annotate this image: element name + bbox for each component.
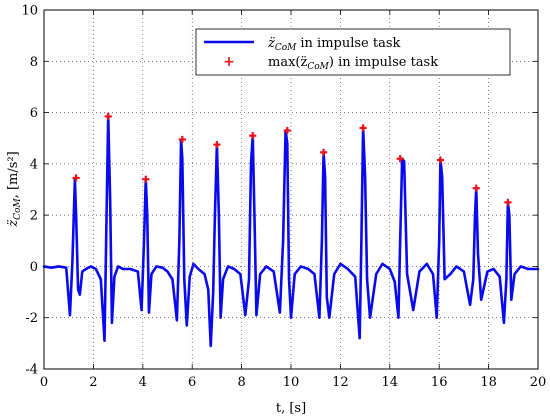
max-marker [320, 148, 328, 156]
x-tick-label: 10 [283, 375, 300, 390]
legend-entry-line: z̈CoM in impulse task [267, 36, 401, 53]
y-tick-label: 6 [30, 106, 38, 121]
plot-frame [43, 9, 539, 370]
legend-entry-line-rest: in impulse task [300, 36, 400, 51]
y-axis-label-unit: , [m/s²] [6, 151, 21, 198]
x-tick-label: 18 [480, 375, 497, 390]
max-marker [178, 135, 186, 144]
x-tick-label: 6 [188, 375, 196, 390]
legend-box [195, 28, 511, 76]
max-marker [359, 124, 367, 132]
max-marker [472, 184, 480, 192]
series-line-group [42, 115, 540, 348]
legend-entry-marker-rest: ) in impulse task [329, 55, 438, 70]
x-tick-label: 4 [139, 375, 147, 390]
y-tick-label: 0 [30, 260, 38, 275]
legend: z̈CoM in impulse task + max(z̈CoM) in imp… [195, 28, 511, 76]
series-line [42, 115, 540, 348]
legend-entry-line-main: z̈ [267, 36, 275, 51]
max-marker [213, 141, 221, 149]
x-tick-label: 14 [382, 375, 399, 390]
max-marker [436, 156, 445, 164]
x-tick-label: 0 [40, 375, 48, 390]
max-marker [72, 174, 80, 182]
max-marker [249, 132, 257, 140]
legend-entry-line-sub: CoM [275, 43, 297, 53]
series-marker-group [72, 112, 512, 206]
x-tick-label: 2 [89, 375, 97, 390]
y-axis-label-main: z̈ [6, 219, 21, 227]
max-marker [283, 126, 291, 135]
legend-entry-marker-main: max(z̈ [268, 55, 307, 70]
max-marker [142, 175, 150, 183]
x-tick-label: 20 [530, 375, 547, 390]
y-tick-label: -2 [25, 311, 38, 326]
max-marker [104, 112, 112, 121]
x-tick-label: 12 [332, 375, 349, 390]
x-tick-label: 8 [237, 375, 245, 390]
svg-text:z̈CoM, [m/s²]: z̈CoM, [m/s²] [6, 151, 23, 227]
y-tick-label: -4 [25, 363, 38, 378]
max-marker [504, 198, 512, 206]
y-tick-label: 4 [30, 157, 38, 172]
y-axis-label-sub: CoM [13, 198, 23, 220]
x-axis-label: t, [s] [276, 401, 306, 416]
y-tick-label: 2 [30, 209, 38, 224]
max-marker [396, 155, 404, 163]
legend-entry-marker-sub: CoM [307, 62, 329, 72]
y-tick-label: 10 [21, 4, 38, 19]
tick-labels: 0 2 4 6 8 10 12 14 16 18 20 -4 -2 0 2 4 6 8 10 [21, 4, 546, 391]
y-tick-label: 8 [30, 55, 38, 70]
x-tick-label: 16 [431, 375, 448, 390]
y-axis-label: z̈CoM, [m/s²] [6, 151, 23, 227]
legend-marker-swatch: + [223, 54, 235, 70]
legend-entry-marker: max(z̈CoM) in impulse task [268, 55, 438, 72]
